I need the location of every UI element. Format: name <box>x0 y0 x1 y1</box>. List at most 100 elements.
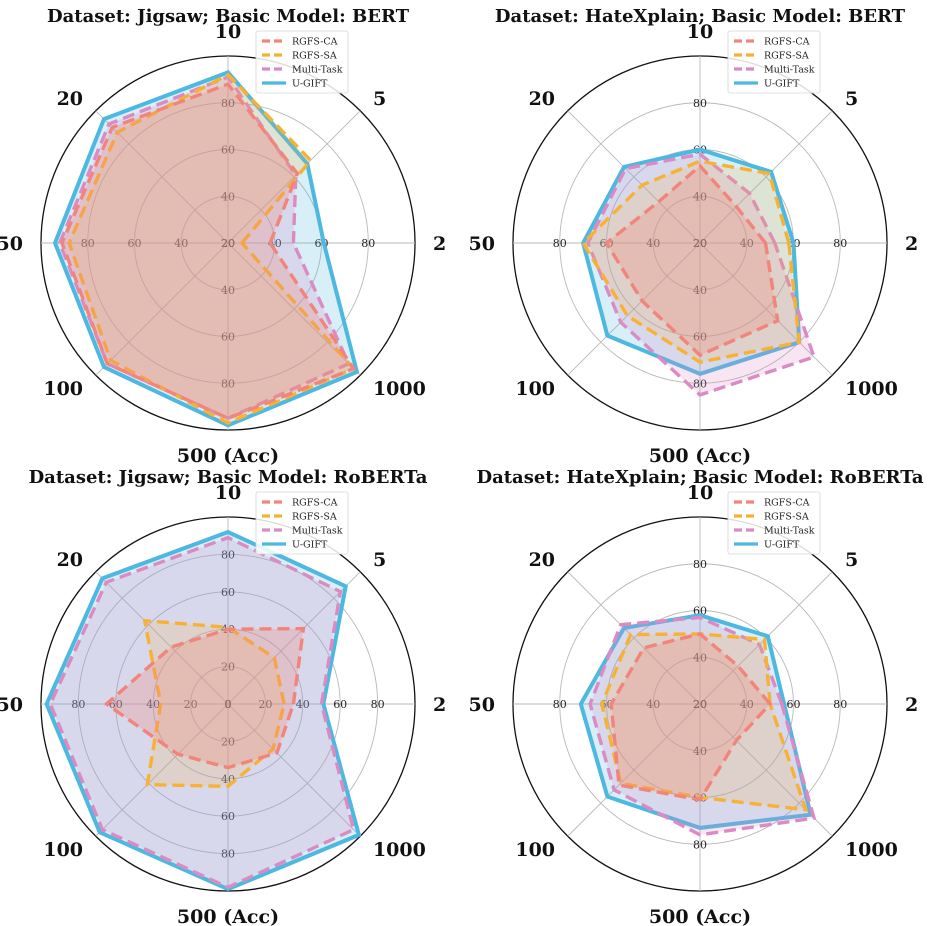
radial-tick-label: 60 <box>221 586 235 599</box>
grid-spoke <box>227 110 361 244</box>
radial-tick-label: 40 <box>296 698 310 711</box>
radial-tick-label: 20 <box>693 237 707 250</box>
category-label: 100 <box>515 378 555 400</box>
category-label: 50 <box>0 694 23 716</box>
legend-label: RGFS-SA <box>292 512 337 523</box>
radial-tick-label: 40 <box>174 237 188 250</box>
radial-tick-label: 80 <box>221 377 235 390</box>
series-polygon-multi-task <box>588 615 817 837</box>
radial-tick-label: 80 <box>693 838 707 851</box>
legend-box <box>255 491 349 555</box>
category-label: 10 <box>687 21 713 43</box>
radial-tick-label: 80 <box>221 97 235 110</box>
panel-title: Dataset: HateXplain; Basic Model: BERT <box>495 6 906 27</box>
radial-tick-label: 80 <box>693 558 707 571</box>
radial-tick-label: 0 <box>225 698 232 711</box>
radial-tick-label: 20 <box>221 237 235 250</box>
grid-spoke <box>699 571 833 705</box>
legend-box <box>727 30 821 94</box>
radial-tick-label: 40 <box>221 190 235 203</box>
category-label: 10 <box>687 482 713 504</box>
category-label: 1000 <box>845 378 898 400</box>
radial-tick-label: 20 <box>184 698 198 711</box>
grid-spoke <box>95 571 229 705</box>
legend-box <box>727 491 821 555</box>
radial-tick-label: 80 <box>693 377 707 390</box>
radial-tick-label: 80 <box>833 237 847 250</box>
legend-label: RGFS-CA <box>292 498 338 509</box>
radial-tick-label: 60 <box>333 698 347 711</box>
category-label: 100 <box>515 839 555 861</box>
radial-tick-label: 60 <box>693 331 707 344</box>
legend: RGFS-CA RGFS-SA Multi-Task U-GIFT <box>727 491 821 555</box>
radial-tick-label: 80 <box>221 848 235 861</box>
category-label: 5 <box>845 88 858 110</box>
category-label: 1000 <box>373 839 426 861</box>
category-label: 20 <box>529 88 555 110</box>
category-label: 10 <box>215 21 241 43</box>
panel-title: Dataset: Jigsaw; Basic Model: RoBERTa <box>29 467 428 488</box>
category-label: 1000 <box>373 378 426 400</box>
category-label: 5 <box>373 88 386 110</box>
category-label: 2 <box>433 694 446 716</box>
legend-label: RGFS-CA <box>764 498 810 509</box>
legend-label: U-GIFT <box>764 79 800 90</box>
radial-tick-label: 20 <box>693 237 707 250</box>
radial-tick-label: 60 <box>128 237 142 250</box>
series-polygon-rgfs-ca <box>103 626 306 770</box>
category-label: 10 <box>215 482 241 504</box>
category-label: 500 (Acc) <box>649 445 751 467</box>
grid-spoke <box>699 110 833 244</box>
legend-label: Multi-Task <box>764 526 815 537</box>
category-label: 20 <box>57 549 83 571</box>
series-polygon-rgfs-sa <box>142 618 286 789</box>
radial-tick-label: 80 <box>361 237 375 250</box>
radial-tick-label: 60 <box>109 698 123 711</box>
legend: RGFS-CA RGFS-SA Multi-Task U-GIFT <box>727 30 821 94</box>
legend: RGFS-CA RGFS-SA Multi-Task U-GIFT <box>255 30 349 94</box>
radial-tick-label: 40 <box>221 284 235 297</box>
radial-tick-label: 80 <box>371 698 385 711</box>
legend-label: Multi-Task <box>292 65 343 76</box>
category-label: 100 <box>43 839 83 861</box>
series-polygon-multi-task <box>585 152 817 397</box>
radial-tick-label: 60 <box>787 698 801 711</box>
category-label: 50 <box>469 694 495 716</box>
grid-spoke <box>567 242 701 376</box>
category-label: 50 <box>469 233 495 255</box>
radial-tick-label: 20 <box>693 237 707 250</box>
radial-tick-label: 20 <box>221 735 235 748</box>
radial-tick-label: 20 <box>221 237 235 250</box>
category-label: 500 (Acc) <box>177 445 279 467</box>
legend-label: Multi-Task <box>292 526 343 537</box>
category-label: 20 <box>57 88 83 110</box>
radial-tick-label: 80 <box>553 237 567 250</box>
legend-box <box>255 30 349 94</box>
category-label: 2 <box>433 233 446 255</box>
category-label: 1000 <box>845 839 898 861</box>
legend-label: RGFS-CA <box>292 37 338 48</box>
category-label: 500 (Acc) <box>649 906 751 926</box>
grid-spoke <box>227 571 361 705</box>
series-polygon-multi-task <box>48 535 356 890</box>
radial-tick-label: 80 <box>71 698 85 711</box>
radial-tick-label: 20 <box>221 237 235 250</box>
category-label: 100 <box>43 378 83 400</box>
category-label: 500 (Acc) <box>177 906 279 926</box>
radial-tick-label: 20 <box>693 698 707 711</box>
series-polygon-u-gift <box>578 613 814 830</box>
series-polygon-u-gift <box>52 70 360 428</box>
grid-spoke <box>95 703 229 837</box>
radial-tick-label: 20 <box>693 698 707 711</box>
radial-tick-label: 40 <box>646 237 660 250</box>
legend-label: U-GIFT <box>764 540 800 551</box>
radial-tick-label: 60 <box>221 810 235 823</box>
radial-tick-label: 40 <box>146 698 160 711</box>
legend-label: RGFS-SA <box>292 51 337 62</box>
series-polygon-rgfs-ca <box>609 632 773 802</box>
legend-label: RGFS-SA <box>764 512 809 523</box>
